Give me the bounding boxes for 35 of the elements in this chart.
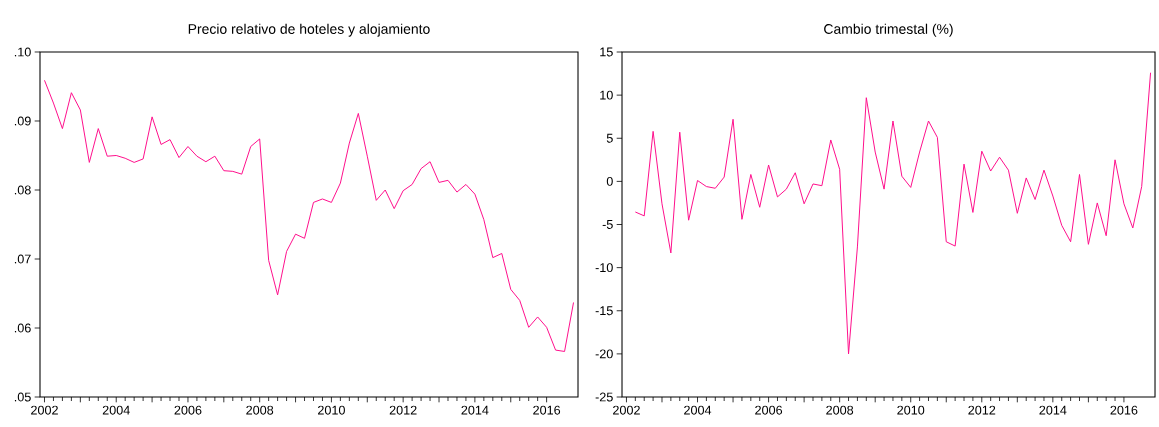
- y-tick-label: -20: [595, 349, 613, 359]
- y-tick-label: -10: [595, 263, 613, 273]
- line-series: [634, 72, 1152, 355]
- y-tick-label: -15: [595, 306, 613, 316]
- x-tick-label: 2012: [968, 405, 996, 415]
- x-tick-label: 2006: [174, 405, 202, 415]
- y-tick-label: .05: [14, 392, 31, 402]
- x-tick-label: 2014: [1039, 405, 1067, 415]
- x-tick-label: 2004: [102, 405, 130, 415]
- y-tick-label: .09: [14, 116, 31, 126]
- chart-title: Cambio trimestal (%): [824, 23, 953, 37]
- y-tick-label: 10: [600, 90, 613, 100]
- y-tick-label: 0: [606, 176, 613, 186]
- y-tick-label: .07: [14, 254, 31, 264]
- y-tick-label: .06: [14, 323, 31, 333]
- y-tick-label: .08: [14, 185, 31, 195]
- y-tick-label: -5: [602, 220, 613, 229]
- x-tick-label: 2010: [897, 405, 925, 415]
- x-tick-label: 2002: [613, 405, 640, 415]
- x-tick-label: 2006: [755, 405, 783, 415]
- x-tick-label: 2012: [389, 405, 417, 415]
- x-tick-label: 2008: [246, 405, 274, 415]
- chart-title: Precio relativo de hoteles y alojamiento: [188, 23, 430, 37]
- x-tick-label: 2014: [461, 405, 489, 415]
- y-tick-label: 15: [600, 47, 613, 57]
- x-tick-label: 2010: [318, 405, 345, 415]
- y-tick-label: 5: [606, 133, 613, 143]
- x-tick-label: 2016: [533, 405, 561, 415]
- x-tick-label: 2004: [684, 405, 712, 415]
- x-tick-label: 2016: [1110, 405, 1138, 415]
- y-tick-label: .10: [14, 47, 31, 57]
- line-series: [43, 79, 575, 352]
- x-tick-label: 2008: [826, 405, 854, 415]
- x-tick-label: 2002: [31, 405, 58, 415]
- y-tick-label: -25: [595, 392, 613, 402]
